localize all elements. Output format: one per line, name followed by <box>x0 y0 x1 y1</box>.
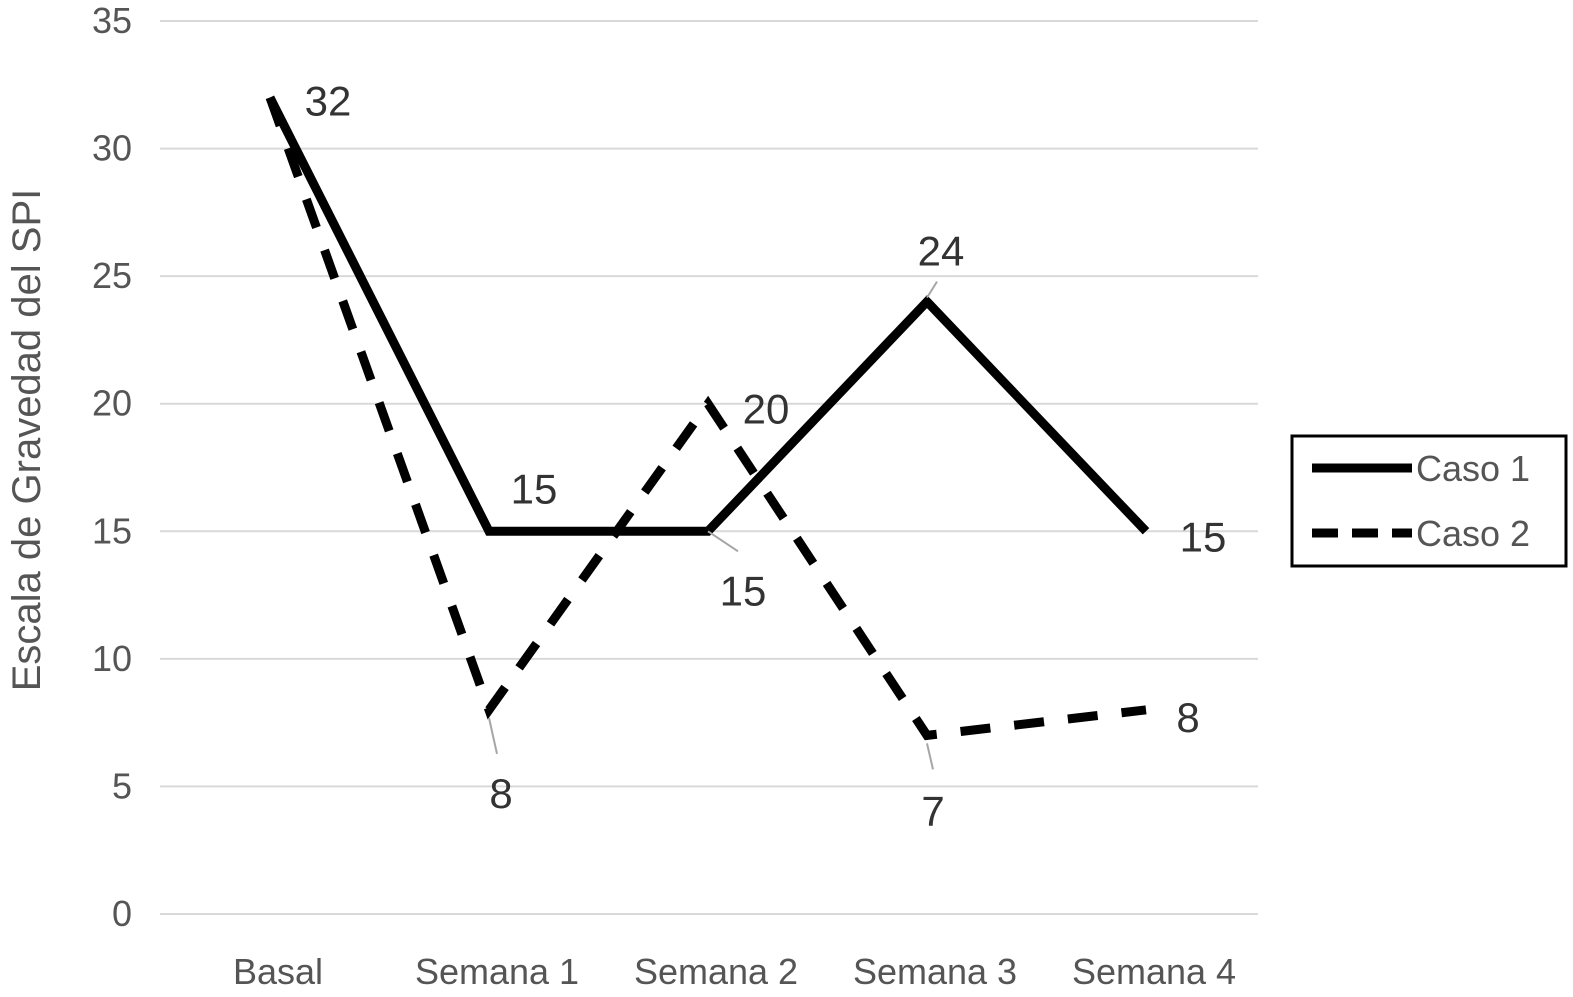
data-label-caso-2: 8 <box>1176 694 1199 741</box>
x-category-label: Semana 1 <box>415 951 579 992</box>
y-tick-label: 25 <box>92 255 132 296</box>
legend-label-caso-2: Caso 2 <box>1416 513 1530 554</box>
series-lines <box>265 95 1150 741</box>
legend: Caso 1 Caso 2 <box>1290 434 1568 568</box>
y-tick-label: 30 <box>92 128 132 169</box>
y-tick-label: 35 <box>92 0 132 41</box>
y-tick-label: 20 <box>92 383 132 424</box>
x-category-label: Semana 2 <box>634 951 798 992</box>
legend-box <box>1290 434 1568 568</box>
y-tick-label: 10 <box>92 638 132 679</box>
y-tick-label: 0 <box>112 893 132 934</box>
data-label-caso-2: 8 <box>489 770 512 817</box>
y-tick-label: 15 <box>92 510 132 551</box>
series-line-2 <box>265 96 1147 741</box>
y-tick-label: 5 <box>112 765 132 806</box>
y-axis-label: Escala de Gravedad del SPI <box>5 189 49 692</box>
data-label-caso-1: 15 <box>720 567 767 614</box>
data-label-caso-1: 32 <box>305 78 352 125</box>
data-label-caso-2: 20 <box>743 386 790 433</box>
data-labels: 32 15 15 24 15 8 20 7 8 <box>305 78 1227 835</box>
x-category-label: Semana 3 <box>853 951 1017 992</box>
data-label-leader <box>707 530 739 553</box>
x-category-label: Semana 4 <box>1072 951 1236 992</box>
data-label-caso-1: 15 <box>1180 513 1227 560</box>
x-axis-categories: Basal Semana 1 Semana 2 Semana 3 Semana 4 <box>233 951 1236 992</box>
data-label-caso-1: 15 <box>511 465 558 512</box>
data-label-leader <box>488 717 498 755</box>
data-label-leaders <box>488 281 938 770</box>
grid-lines <box>160 20 1258 915</box>
y-axis-ticks: 0 5 10 15 20 25 30 35 <box>92 0 132 934</box>
x-category-label: Basal <box>233 951 323 992</box>
legend-label-caso-1: Caso 1 <box>1416 448 1530 489</box>
data-label-caso-1: 24 <box>918 228 965 275</box>
data-label-leader <box>926 281 938 299</box>
data-label-leader <box>926 743 934 770</box>
data-label-caso-2: 7 <box>921 787 944 834</box>
